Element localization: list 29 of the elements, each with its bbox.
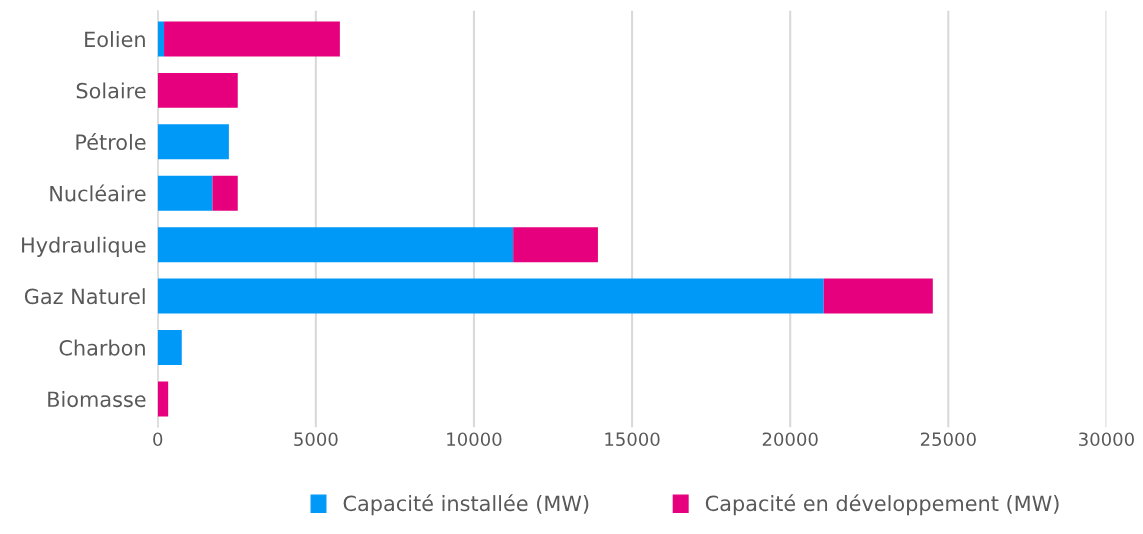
bar xyxy=(157,278,824,314)
bar xyxy=(212,175,238,211)
x-tick-label: 15000 xyxy=(605,432,660,447)
y-tick-label: Biomasse xyxy=(48,391,146,408)
y-tick-label: Hydraulique xyxy=(22,236,146,257)
x-tick-label: 25000 xyxy=(920,432,976,447)
bar xyxy=(823,278,933,314)
bar xyxy=(157,124,229,160)
bar xyxy=(157,330,182,365)
bar xyxy=(164,21,340,57)
bar xyxy=(513,227,598,263)
bar xyxy=(157,175,213,211)
bar xyxy=(157,227,514,263)
legend-label: Capacité installée (MW) xyxy=(343,494,589,516)
bar xyxy=(157,72,238,108)
x-tick-label: 0 xyxy=(153,432,163,447)
bar xyxy=(157,381,169,417)
y-tick-label: Pétrole xyxy=(76,133,146,151)
y-tick-label: Nucléaire xyxy=(50,184,146,202)
x-tick-label: 30000 xyxy=(1079,432,1134,447)
y-tick-label: Charbon xyxy=(59,339,145,356)
x-tick-label: 20000 xyxy=(762,432,818,447)
x-tick-label: 10000 xyxy=(447,432,502,447)
bar xyxy=(157,21,165,57)
y-tick-label: Gaz Naturel xyxy=(24,288,145,305)
legend-label: Capacité en développement (MW) xyxy=(705,494,1059,516)
x-tick-label: 5000 xyxy=(294,432,338,447)
y-tick-label: Solaire xyxy=(76,82,146,99)
y-tick-label: Eolien xyxy=(85,31,145,48)
